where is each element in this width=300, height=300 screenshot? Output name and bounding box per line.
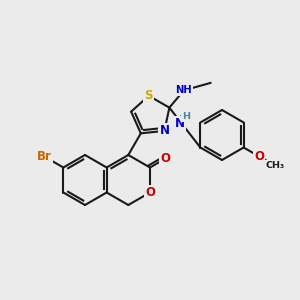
Text: H: H <box>178 115 186 124</box>
Text: O: O <box>254 150 264 163</box>
Text: N: N <box>159 124 170 137</box>
Text: O: O <box>160 152 170 165</box>
Text: Br: Br <box>37 150 52 163</box>
Text: H: H <box>182 112 190 121</box>
Text: CH₃: CH₃ <box>265 161 284 170</box>
Text: N: N <box>175 117 185 130</box>
Text: O: O <box>145 186 155 199</box>
Text: S: S <box>145 89 153 102</box>
Text: NH: NH <box>176 85 192 95</box>
